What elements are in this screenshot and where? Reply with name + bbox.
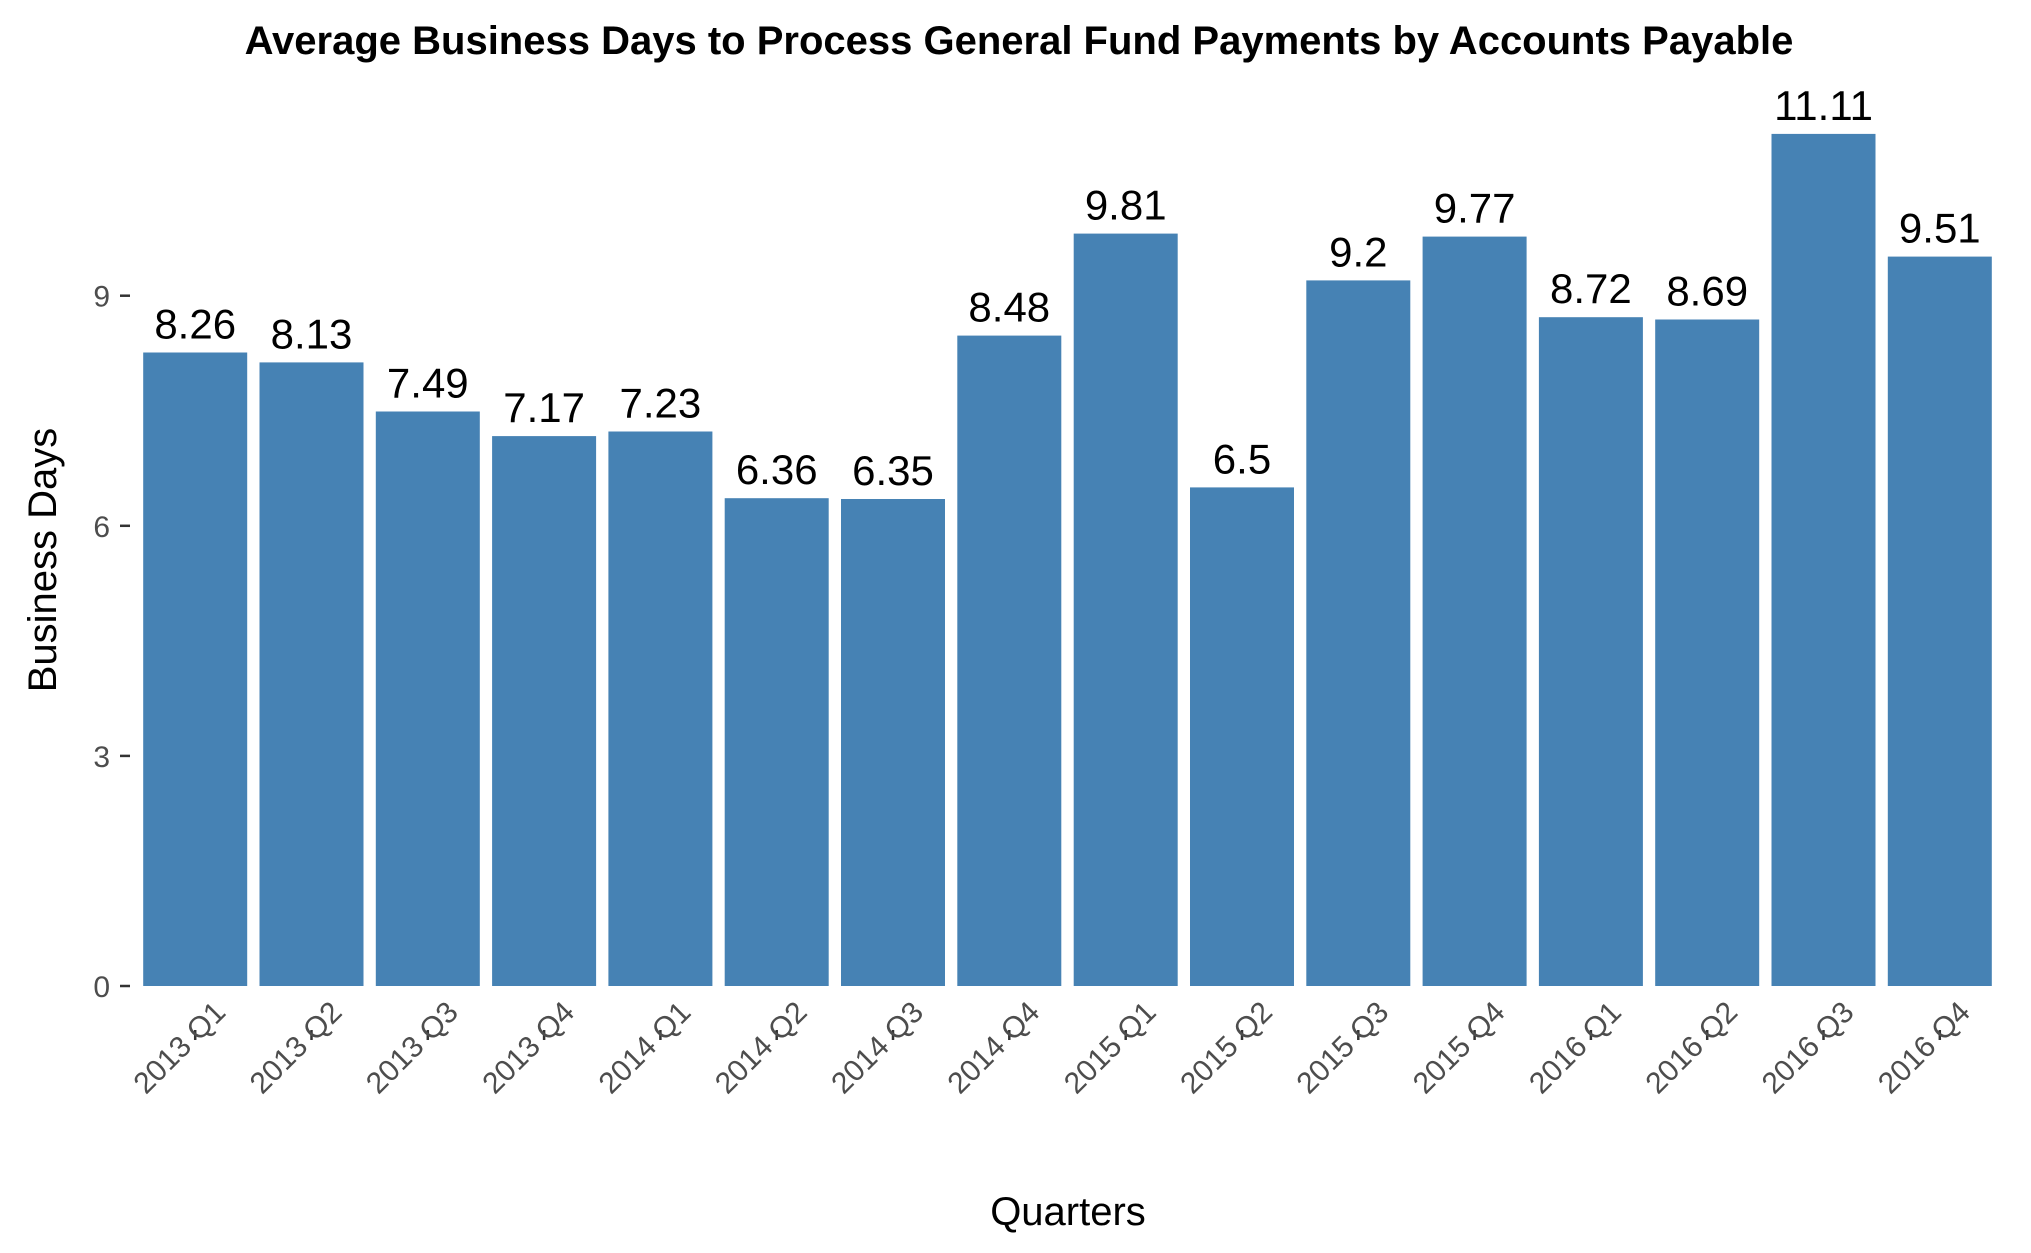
x-tick-label: 2013 Q1 — [127, 996, 232, 1101]
bar-2013-q3 — [375, 411, 480, 986]
y-tick-label: 3 — [93, 741, 110, 774]
bar-value-label: 8.26 — [154, 301, 236, 348]
bar-2015-q3 — [1306, 280, 1411, 986]
x-tick-label: 2016 Q4 — [1872, 996, 1977, 1101]
bar-2016-q1 — [1538, 317, 1643, 986]
value-labels-layer: 8.26 8.13 7.49 7.17 7.23 6.36 6.35 8.48 9.81 6.5 9… — [154, 82, 1980, 494]
y-tick-label: 0 — [93, 971, 110, 1004]
bar-value-label: 6.36 — [736, 446, 818, 493]
x-tick-label: 2014 Q2 — [709, 996, 814, 1101]
bar-2015-q2 — [1190, 487, 1294, 986]
bar-value-label: 6.35 — [852, 447, 934, 494]
x-axis-label: Quarters — [990, 1190, 1146, 1234]
x-tick-label: 2014 Q4 — [942, 996, 1047, 1101]
bar-value-label: 8.72 — [1550, 265, 1632, 312]
bar-2014-q4 — [957, 335, 1062, 987]
x-tick-label: 2014 Q1 — [593, 996, 698, 1101]
bar-2016-q3 — [1771, 133, 1876, 986]
y-axis: 0 3 6 9 — [93, 281, 130, 1004]
x-tick-label: 2013 Q3 — [360, 996, 465, 1101]
bar-2014-q1 — [608, 431, 713, 986]
bar-2016-q2 — [1655, 319, 1760, 986]
y-axis-label: Business Days — [21, 428, 65, 693]
bar-2015-q4 — [1422, 236, 1527, 987]
y-tick-label: 9 — [93, 281, 110, 314]
bar-2014-q2 — [724, 498, 829, 986]
y-tick-label: 6 — [93, 511, 110, 544]
bar-2013-q1 — [143, 352, 248, 986]
bar-value-label: 8.48 — [968, 284, 1050, 331]
bar-2014-q3 — [841, 499, 945, 986]
bar-value-label: 9.77 — [1434, 185, 1516, 232]
bar-value-label: 11.11 — [1774, 82, 1873, 129]
bar-value-label: 6.5 — [1213, 435, 1271, 482]
bar-value-label: 8.69 — [1666, 268, 1748, 315]
bar-value-label: 9.2 — [1329, 228, 1387, 275]
bar-value-label: 8.13 — [271, 310, 353, 357]
bars-layer — [143, 133, 1992, 987]
x-tick-label: 2014 Q3 — [825, 996, 930, 1101]
x-tick-label: 2015 Q2 — [1174, 996, 1279, 1101]
x-tick-label: 2016 Q2 — [1639, 996, 1744, 1101]
x-tick-label: 2016 Q3 — [1756, 996, 1861, 1101]
bar-2013-q4 — [492, 436, 597, 987]
bar-2016-q4 — [1887, 256, 1992, 987]
bar-value-label: 7.23 — [620, 380, 702, 427]
bar-value-label: 9.81 — [1085, 182, 1167, 229]
x-tick-label: 2015 Q1 — [1058, 996, 1163, 1101]
x-tick-label: 2013 Q4 — [476, 996, 581, 1101]
x-tick-label: 2015 Q4 — [1407, 996, 1512, 1101]
bar-value-label: 7.49 — [387, 360, 469, 407]
x-axis: 2013 Q1 2013 Q2 2013 Q3 2013 Q4 2014 Q1 2014 … — [127, 996, 1976, 1101]
x-tick-label: 2016 Q1 — [1523, 996, 1628, 1101]
bar-value-label: 7.17 — [503, 384, 585, 431]
x-tick-label: 2015 Q3 — [1291, 996, 1396, 1101]
chart-title: Average Business Days to Process General… — [245, 19, 1794, 63]
bar-value-label: 9.51 — [1899, 205, 1981, 252]
bar-2013-q2 — [259, 362, 364, 986]
x-tick-label: 2013 Q2 — [244, 996, 349, 1101]
bar-2015-q1 — [1073, 233, 1178, 987]
